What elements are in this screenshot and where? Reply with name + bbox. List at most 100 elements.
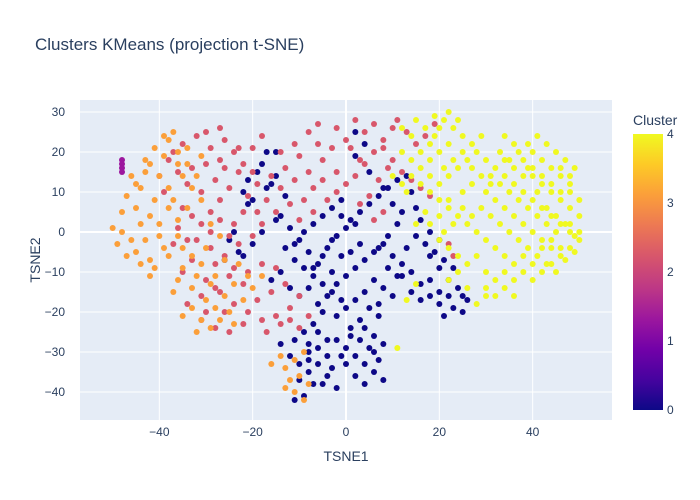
data-point-cluster-4 — [469, 165, 475, 171]
data-point-cluster-2 — [352, 117, 359, 123]
data-point-cluster-3 — [193, 329, 200, 335]
data-point-cluster-0 — [352, 265, 359, 271]
data-point-cluster-0 — [324, 293, 331, 299]
data-point-cluster-2 — [165, 157, 172, 163]
data-point-cluster-3 — [137, 221, 144, 227]
data-point-cluster-0 — [268, 277, 275, 283]
data-point-cluster-3 — [175, 233, 181, 239]
data-point-cluster-4 — [441, 117, 447, 123]
data-point-cluster-3 — [207, 281, 214, 287]
data-point-cluster-0 — [417, 217, 424, 223]
data-point-cluster-0 — [436, 301, 443, 307]
data-point-cluster-0 — [301, 229, 307, 235]
data-point-cluster-0 — [310, 265, 317, 271]
data-point-cluster-3 — [114, 241, 121, 247]
data-point-cluster-2 — [263, 197, 270, 203]
data-point-cluster-3 — [175, 161, 181, 167]
data-point-cluster-0 — [329, 205, 335, 211]
data-point-cluster-0 — [347, 333, 354, 339]
data-point-cluster-2 — [291, 141, 298, 147]
data-point-cluster-3 — [207, 221, 214, 227]
data-point-cluster-0 — [361, 361, 368, 367]
data-point-cluster-0 — [315, 301, 321, 307]
data-point-cluster-4 — [473, 229, 480, 235]
data-point-cluster-2 — [235, 241, 242, 247]
data-point-cluster-0 — [291, 257, 298, 263]
data-point-cluster-2 — [371, 121, 377, 127]
data-point-cluster-2 — [193, 237, 200, 243]
data-point-cluster-4 — [408, 157, 415, 163]
data-point-cluster-3 — [147, 273, 153, 279]
data-point-cluster-0 — [366, 201, 373, 207]
data-point-cluster-2 — [389, 157, 396, 163]
data-point-cluster-4 — [445, 277, 452, 283]
data-point-cluster-4 — [543, 261, 550, 267]
data-point-cluster-2 — [226, 185, 233, 191]
data-point-cluster-2 — [198, 221, 205, 227]
data-point-cluster-4 — [539, 173, 545, 179]
data-point-cluster-4 — [520, 173, 527, 179]
x-tick-label: −40 — [149, 425, 170, 439]
data-point-cluster-2 — [254, 297, 261, 303]
data-point-cluster-0 — [408, 269, 415, 275]
data-point-cluster-0 — [240, 189, 247, 195]
data-point-cluster-4 — [525, 245, 531, 251]
data-point-cluster-0 — [464, 297, 471, 303]
data-point-cluster-3 — [259, 273, 265, 279]
data-point-cluster-3 — [147, 213, 153, 219]
data-point-cluster-0 — [315, 329, 321, 335]
data-point-cluster-0 — [245, 177, 251, 183]
data-point-cluster-4 — [557, 197, 564, 203]
data-point-cluster-3 — [203, 245, 209, 251]
data-point-cluster-3 — [133, 249, 139, 255]
data-point-cluster-2 — [231, 301, 237, 307]
y-tick-label: −30 — [45, 345, 66, 359]
data-point-cluster-2 — [161, 189, 167, 195]
chart-title: Clusters KMeans (projection t-SNE) — [35, 35, 304, 54]
data-point-cluster-0 — [399, 273, 405, 279]
data-point-cluster-4 — [399, 125, 405, 131]
data-point-cluster-0 — [329, 237, 335, 243]
data-point-cluster-4 — [408, 133, 415, 139]
data-point-cluster-3 — [198, 197, 205, 203]
data-point-cluster-4 — [515, 149, 522, 155]
data-point-cluster-2 — [254, 181, 261, 187]
data-point-cluster-4 — [548, 165, 555, 171]
data-point-cluster-2 — [277, 185, 284, 191]
data-point-cluster-2 — [240, 209, 247, 215]
data-point-cluster-4 — [511, 293, 517, 299]
data-point-cluster-4 — [399, 181, 405, 187]
data-point-cluster-2 — [277, 321, 284, 327]
data-point-cluster-4 — [436, 181, 443, 187]
data-point-cluster-4 — [459, 205, 466, 211]
data-point-cluster-0 — [277, 213, 284, 219]
data-point-cluster-4 — [501, 173, 508, 179]
data-point-cluster-4 — [483, 269, 489, 275]
data-point-cluster-4 — [543, 221, 550, 227]
data-point-cluster-0 — [333, 337, 340, 343]
data-point-cluster-0 — [305, 285, 312, 291]
data-point-cluster-0 — [333, 233, 340, 239]
data-point-cluster-4 — [473, 253, 480, 259]
data-point-cluster-2 — [413, 141, 419, 147]
data-point-cluster-2 — [431, 121, 438, 127]
data-point-cluster-0 — [431, 249, 438, 255]
data-point-cluster-3 — [207, 325, 214, 331]
data-point-cluster-4 — [576, 237, 583, 243]
data-point-cluster-4 — [548, 261, 555, 267]
data-point-cluster-0 — [291, 337, 298, 343]
data-point-cluster-0 — [347, 217, 354, 223]
data-point-cluster-2 — [231, 221, 237, 227]
data-point-cluster-2 — [268, 173, 275, 179]
data-point-cluster-3 — [165, 185, 172, 191]
data-point-cluster-4 — [455, 253, 461, 259]
data-point-cluster-0 — [366, 345, 373, 351]
data-point-cluster-3 — [193, 273, 200, 279]
data-point-cluster-0 — [366, 305, 373, 311]
data-point-cluster-4 — [520, 157, 527, 163]
data-point-cluster-0 — [282, 193, 289, 199]
data-point-cluster-0 — [417, 281, 424, 287]
data-point-cluster-0 — [254, 169, 261, 175]
data-point-cluster-0 — [394, 177, 401, 183]
data-point-cluster-0 — [408, 289, 415, 295]
